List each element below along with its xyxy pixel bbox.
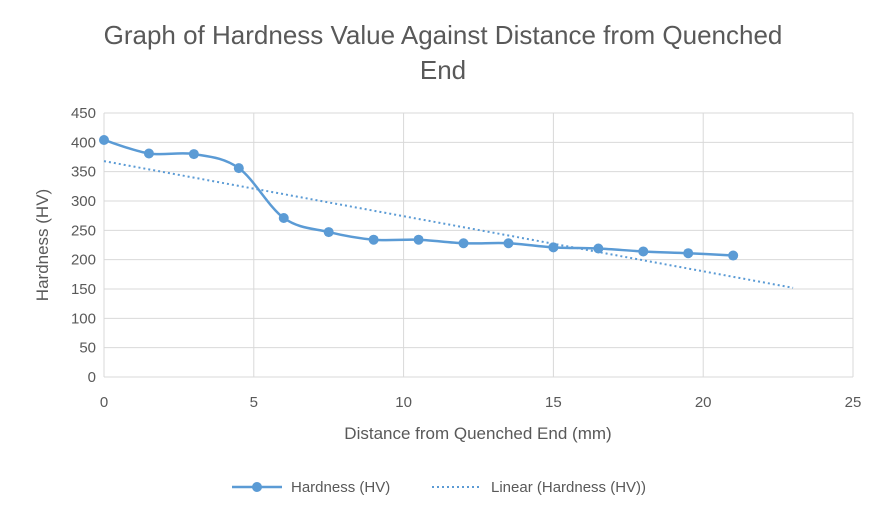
- x-tick-label: 20: [695, 394, 712, 411]
- data-point-hardness: [458, 238, 469, 249]
- data-point-hardness: [683, 248, 694, 259]
- x-tick-label: 0: [100, 394, 108, 411]
- y-tick-label: 100: [71, 310, 96, 327]
- y-tick-label: 450: [71, 105, 96, 122]
- y-tick-label: 250: [71, 222, 96, 239]
- data-point-hardness: [143, 148, 154, 159]
- x-tick-label: 15: [545, 394, 562, 411]
- data-point-hardness: [188, 149, 199, 160]
- data-point-hardness: [278, 213, 289, 224]
- data-point-hardness: [593, 243, 604, 254]
- data-point-hardness: [548, 242, 559, 253]
- data-point-hardness: [503, 238, 514, 249]
- gridlines: [103, 112, 854, 378]
- data-point-hardness: [368, 234, 379, 245]
- data-point-hardness: [233, 163, 244, 174]
- data-point-hardness: [638, 246, 649, 257]
- data-point-hardness: [323, 227, 334, 238]
- y-tick-label: 0: [88, 369, 96, 386]
- y-tick-label: 150: [71, 281, 96, 298]
- legend-label-hardness: Hardness (HV): [291, 479, 390, 496]
- legend-label-linear: Linear (Hardness (HV)): [491, 479, 646, 496]
- y-tick-label: 200: [71, 252, 96, 269]
- data-point-hardness: [99, 134, 109, 145]
- legend: Hardness (HV) Linear (Hardness (HV)): [232, 479, 646, 496]
- x-tick-label: 25: [845, 394, 862, 411]
- y-tick-label: 50: [79, 340, 96, 357]
- trendline-linear: [103, 160, 794, 289]
- chart-title-line-1: Graph of Hardness Value Against Distance…: [104, 20, 783, 50]
- x-tick-label: 5: [250, 394, 258, 411]
- data-point-hardness: [413, 234, 424, 245]
- chart-title-line-2: End: [420, 55, 466, 85]
- y-axis-label: Hardness (HV): [33, 189, 52, 301]
- x-tick-label: 10: [395, 394, 412, 411]
- legend-marker-hardness: [252, 482, 262, 492]
- y-tick-label: 300: [71, 193, 96, 210]
- plot-series: [99, 134, 794, 289]
- y-tick-label: 400: [71, 134, 96, 151]
- x-axis-label: Distance from Quenched End (mm): [344, 424, 611, 443]
- tick-labels: 0 50 100 150 200 250 300 350 400 450 0 5 10 15 20 25: [71, 105, 861, 411]
- data-point-hardness: [728, 250, 739, 261]
- y-tick-label: 350: [71, 164, 96, 181]
